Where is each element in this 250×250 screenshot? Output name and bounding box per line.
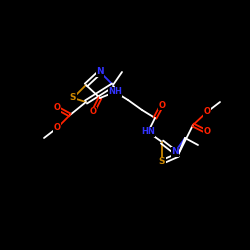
Text: S: S bbox=[70, 94, 76, 102]
Text: O: O bbox=[54, 124, 60, 132]
Text: O: O bbox=[90, 108, 96, 116]
Text: O: O bbox=[158, 100, 166, 110]
Text: S: S bbox=[159, 158, 165, 166]
Text: O: O bbox=[54, 104, 60, 112]
Text: HN: HN bbox=[141, 128, 155, 136]
Text: N: N bbox=[96, 68, 104, 76]
Text: O: O bbox=[204, 108, 210, 116]
Text: N: N bbox=[171, 148, 179, 156]
Text: O: O bbox=[204, 128, 210, 136]
Text: NH: NH bbox=[108, 88, 122, 96]
